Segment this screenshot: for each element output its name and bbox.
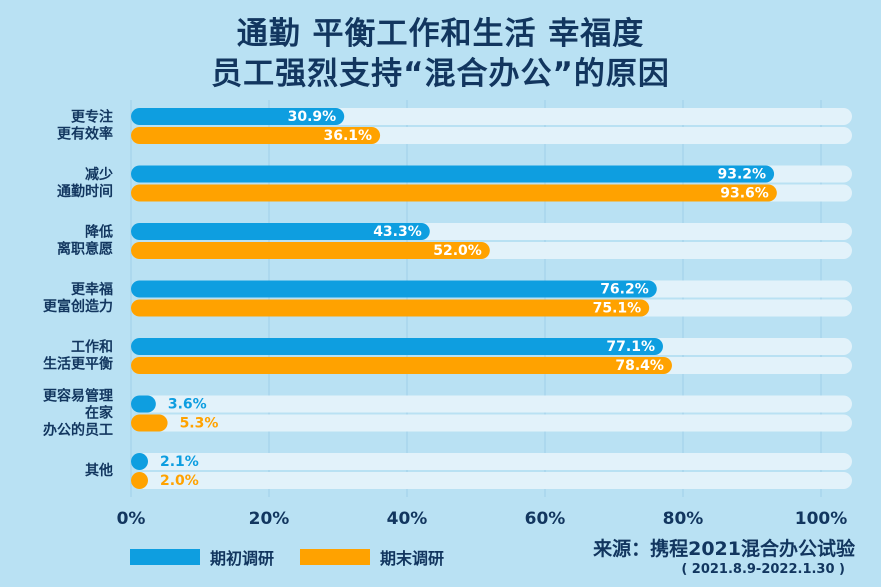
data-label-end: 93.6%: [720, 186, 769, 202]
category-label: 更幸福: [71, 281, 113, 298]
legend-label-end: 期末调研: [380, 549, 445, 568]
bar-start: [131, 108, 345, 125]
category-label: 离职意愿: [57, 241, 113, 258]
x-tick-label: 20%: [249, 509, 290, 529]
category-label: 生活更平衡: [43, 356, 113, 373]
category-label: 在家: [85, 405, 114, 422]
bar-track: [131, 395, 852, 413]
x-tick-label: 40%: [387, 509, 428, 529]
category-label: 办公的员工: [43, 422, 113, 439]
data-label-start: 93.2%: [718, 167, 767, 183]
data-label-end: 2.0%: [160, 473, 199, 489]
bar-start: [131, 223, 430, 240]
bar-track: [131, 472, 852, 489]
category-label: 通勤时间: [57, 183, 113, 200]
data-label-start: 76.2%: [600, 282, 649, 298]
bar-end: [131, 472, 148, 489]
bar-start: [131, 338, 663, 355]
bar-end: [131, 242, 490, 259]
bar-end: [131, 357, 672, 374]
bar-start: [131, 395, 156, 413]
category-label: 降低: [85, 224, 113, 241]
data-label-end: 75.1%: [593, 301, 642, 317]
data-label-end: 36.1%: [324, 128, 373, 144]
bar-end: [131, 127, 381, 144]
bar-track: [131, 414, 852, 432]
source-label: 来源：携程2021混合办公试验: [593, 538, 855, 560]
x-tick-label: 0%: [117, 509, 146, 529]
data-label-start: 2.1%: [160, 454, 199, 470]
chart-title-line-1: 通勤 平衡工作和生活 幸福度: [236, 16, 645, 52]
bar-start: [131, 280, 657, 298]
legend-item-end: 期末调研: [300, 545, 444, 569]
category-label: 更专注: [71, 109, 113, 126]
category-label: 更有效率: [57, 126, 113, 143]
category-label: 减少: [85, 166, 113, 183]
source-period: ( 2021.8.9-2022.1.30 ): [681, 562, 845, 577]
bar-track: [131, 453, 852, 470]
category-label: 其他: [85, 462, 113, 479]
data-label-end: 78.4%: [615, 358, 664, 374]
data-label-end: 52.0%: [433, 243, 482, 259]
x-tick-label: 80%: [663, 509, 704, 529]
category-label: 更富创造力: [43, 298, 113, 315]
x-tick-label: 100%: [795, 509, 848, 529]
category-label: 更容易管理: [43, 388, 113, 405]
legend-label-start: 期初调研: [210, 549, 275, 568]
data-label-start: 3.6%: [168, 397, 207, 413]
data-label-start: 77.1%: [606, 339, 655, 355]
legend-swatch-end: [300, 549, 370, 565]
data-label-start: 30.9%: [288, 109, 337, 125]
bar-start: [131, 453, 148, 470]
data-label-start: 43.3%: [373, 224, 422, 240]
bar-start: [131, 165, 775, 183]
legend-item-start: 期初调研: [130, 545, 274, 569]
bar-end: [131, 184, 777, 202]
bar-end: [131, 414, 168, 432]
x-tick-label: 60%: [525, 509, 566, 529]
bar-end: [131, 299, 650, 317]
category-label: 工作和: [71, 339, 113, 356]
chart-title-line-2: 员工强烈支持“混合办公”的原因: [211, 56, 670, 92]
data-label-end: 5.3%: [180, 416, 219, 432]
legend-swatch-start: [130, 549, 200, 565]
